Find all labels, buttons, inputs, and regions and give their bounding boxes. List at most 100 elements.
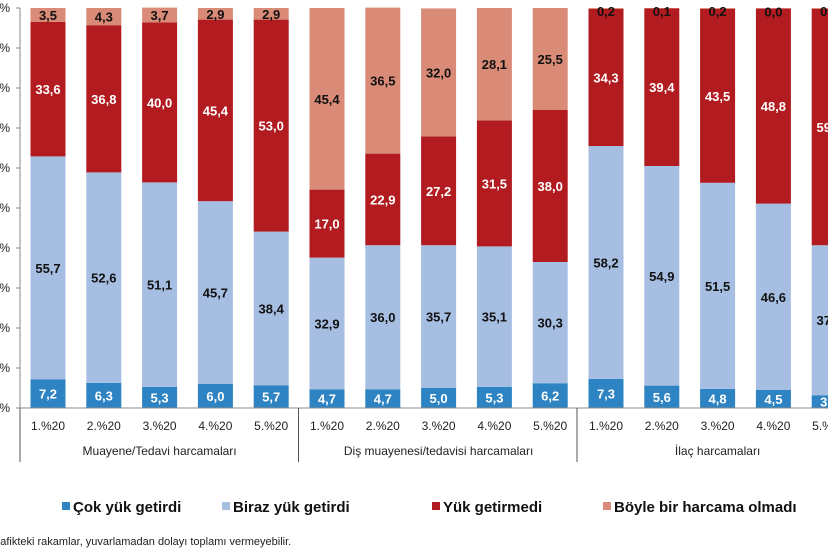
category-label: 3.%20 [701,419,735,433]
bar-segment [811,245,828,396]
legend-label: Çok yük getirdi [73,499,181,516]
legend-label: Biraz yük getirdi [233,499,350,516]
data-label: 4,8 [709,391,727,406]
category-label: 1.%20 [31,419,65,433]
data-label: 38,0 [538,179,563,194]
bar-segment [309,257,345,390]
bar-segment [532,262,568,384]
footnote: Grafikteki rakamlar, yuvarlamadan dolayı… [0,536,291,548]
y-tick-label: 20% [0,321,10,335]
data-label: 34,3 [593,70,618,85]
bar-segment [253,8,289,20]
data-label: 59,1 [817,120,828,135]
data-label: 51,5 [705,279,730,294]
category-label: 2.%20 [366,419,400,433]
data-label: 22,9 [370,192,395,207]
data-label: 7,3 [597,386,615,401]
legend-swatch [603,502,611,510]
data-label: 2,9 [262,7,280,22]
data-label: 39,4 [649,80,675,95]
category-label: 4.%20 [198,419,232,433]
bar-segment [142,22,178,183]
data-label: 32,9 [314,316,339,331]
bar-segment [309,189,345,258]
data-label: 45,4 [314,92,340,107]
bar-segment [588,378,624,408]
bar-segment [755,390,791,408]
data-label: 0,2 [820,4,828,19]
data-label: 32,0 [426,65,451,80]
bar-segment [30,22,66,157]
data-label: 36,8 [91,92,116,107]
bar-segment [253,385,289,408]
bar-segment [86,8,122,26]
category-label: 4.%20 [756,419,790,433]
group-label: İlaç harcamaları [675,444,760,458]
data-label: 3,7 [151,8,169,23]
category-label: 5.%20 [533,419,567,433]
bar-segment [811,8,828,9]
bar-segment [86,382,122,408]
data-label: 52,6 [91,271,116,286]
bar-segment [755,8,791,204]
group-label: Diş muayenesi/tedavisi harcamaları [344,444,533,458]
data-label: 53,0 [259,119,284,134]
category-label: 3.%20 [143,419,177,433]
y-tick-label: 60% [0,161,10,175]
bar-segment [86,172,122,383]
data-label: 25,5 [538,52,563,67]
y-tick-label: 50% [0,201,10,215]
legend-swatch [432,502,440,510]
data-label: 51,1 [147,278,172,293]
data-label: 35,7 [426,310,451,325]
bar-segment [253,231,289,386]
bar-segment [700,182,736,389]
bar-segment [142,7,178,23]
legend-label: Böyle bir harcama olmadı [614,499,797,516]
bar-segment [30,8,66,22]
data-label: 58,2 [593,255,618,270]
legend-swatch [62,502,70,510]
data-label: 36,0 [370,310,395,325]
bar-segment [421,388,457,408]
bar-segment [253,19,289,232]
data-label: 33,6 [35,82,60,97]
bar-segment [476,386,512,408]
data-label: 0,2 [597,4,615,19]
data-label: 6,3 [95,388,113,403]
data-label: 36,5 [370,74,395,89]
data-label: 2,9 [206,7,224,22]
category-label: 3.%20 [422,419,456,433]
group-label: Muayene/Tedavi harcamaları [83,444,237,458]
data-label: 54,9 [649,269,674,284]
bar-segment [421,8,457,137]
data-label: 35,1 [482,310,507,325]
data-label: 5,3 [151,390,169,405]
bar-segment [421,245,457,388]
bar-segment [86,25,122,173]
y-tick-label: 80% [0,81,10,95]
data-label: 5,3 [485,390,503,405]
bar-segment [309,8,345,190]
data-label: 30,3 [538,316,563,331]
y-tick-label: 90% [0,41,10,55]
data-label: 27,2 [426,184,451,199]
bar-segment [142,386,178,408]
data-label: 28,1 [482,57,507,72]
bar-segment [755,203,791,390]
bar-segment [365,7,401,154]
legend-swatch [222,502,230,510]
bar-segment [476,8,512,121]
data-label: 38,4 [259,301,285,316]
y-tick-label: 0% [0,401,10,415]
bar-segment [476,246,512,387]
data-label: 40,0 [147,95,172,110]
y-tick-label: 30% [0,281,10,295]
bar-segment [532,110,568,262]
bar-segment [365,245,401,390]
bar-segment [30,379,66,408]
bar-segment [365,389,401,408]
data-label: 0,2 [709,4,727,19]
data-label: 0,0 [764,4,782,19]
